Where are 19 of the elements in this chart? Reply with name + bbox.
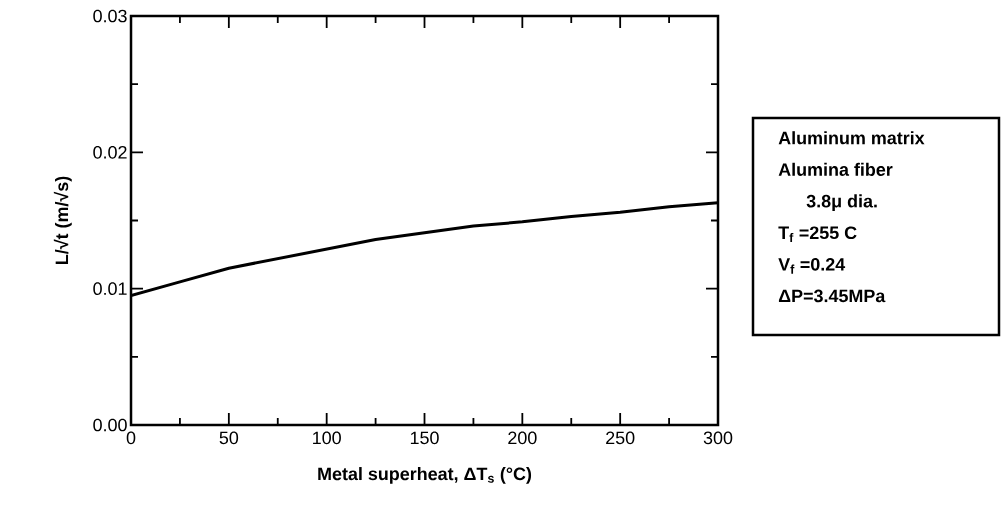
y-tick-label: 0.01 [93,282,127,295]
x-axis-title: Metal superheat, ΔT$_{s}$ (°C) [318,467,532,484]
y-tick-label: 0.02 [93,145,127,159]
y-tick-label: 0.00 [93,418,127,432]
x-tick-label: 200 [508,431,537,445]
x-tick-label: 100 [313,431,341,445]
text: Aluminum matrix [778,131,925,145]
text: ΔP=3.45MPa [778,289,886,303]
x-tick-label: 50 [219,431,239,445]
x-tick-label: 300 [703,431,733,445]
text: T$_{f}$ =255 C [778,226,857,243]
text: 3.8μ dia. [806,194,877,211]
x-tick-label: 0 [126,431,136,445]
text: V$_{f}$ =0.24 [778,257,846,274]
x-tick-label: 250 [606,431,635,445]
text: Alumina fiber [778,162,893,176]
x-tick-label: 150 [410,431,439,445]
y-tick-label: 0.03 [93,9,127,23]
y-axis-title: L/√t (m/√s) [53,176,72,264]
